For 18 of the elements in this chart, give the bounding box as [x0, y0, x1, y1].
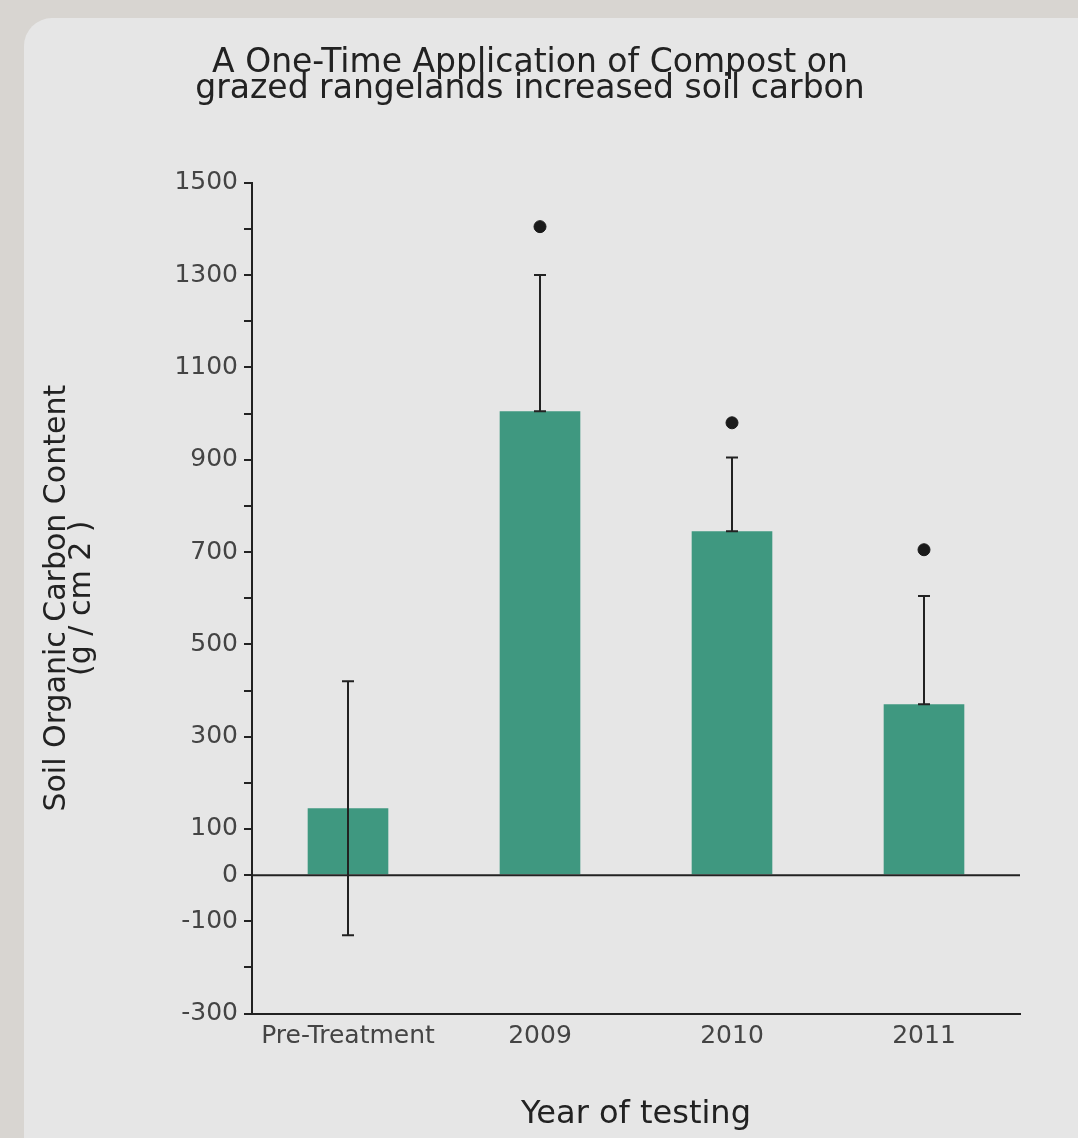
chart-title: A One-Time Application of Compost on grazed rangelands increased soil carbon [195, 40, 865, 107]
y-tick-label: 1500 [174, 166, 238, 196]
y-tick-label: 300 [190, 720, 238, 750]
y-tick-label: -100 [181, 904, 238, 934]
y-tick-label: 500 [190, 627, 238, 657]
y-tick-label: 700 [190, 535, 238, 565]
y-tick-label: 900 [190, 443, 238, 473]
y-axis-title: Soil Organic Carbon Content (g / cm 2 ) [36, 384, 98, 812]
x-tick-label: 2010 [700, 1020, 764, 1050]
y-tick-label: -300 [181, 997, 238, 1027]
y-tick-label: 1300 [174, 258, 238, 288]
y-tick-label: 0 [222, 858, 238, 888]
x-tick-label: Pre-Treatment [261, 1020, 436, 1050]
x-axis-title: Year of testing [520, 1093, 751, 1132]
x-tick-label: 2011 [892, 1020, 956, 1050]
y-tick-label: 1100 [174, 350, 238, 380]
y-tick-label: 100 [190, 812, 238, 842]
x-tick-label: 2009 [508, 1020, 572, 1050]
